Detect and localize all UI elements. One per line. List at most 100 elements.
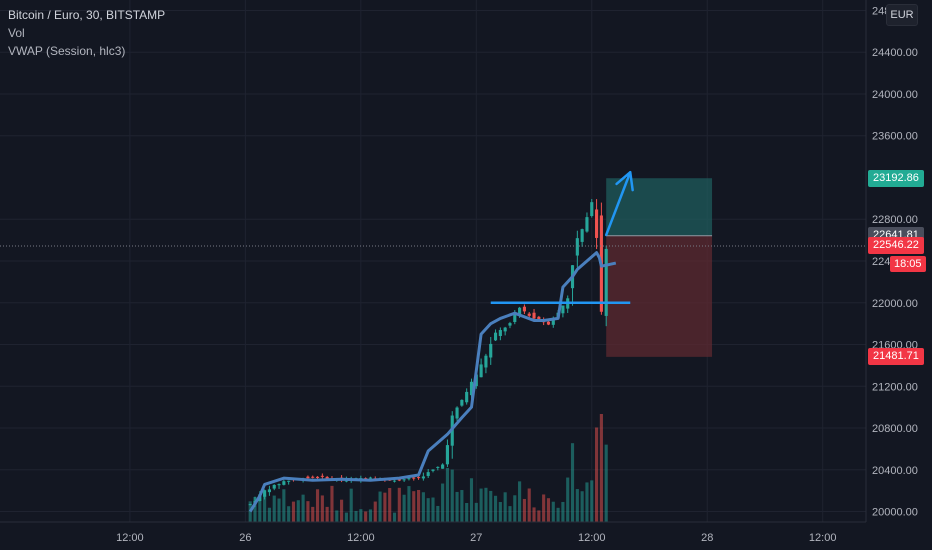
indicator-vol[interactable]: Vol [8, 26, 25, 40]
candle-body [493, 332, 498, 341]
price-tick-label: 23600.00 [872, 131, 918, 143]
volume-bar [340, 499, 344, 522]
candle-body [287, 480, 291, 482]
price-tick-label: 22000.00 [872, 298, 918, 310]
candle-body [397, 479, 401, 481]
volume-bar [489, 490, 493, 522]
volume-bar [258, 494, 262, 522]
candle-body [551, 319, 555, 325]
price-tick-label: 20400.00 [872, 465, 918, 477]
indicator-vwap[interactable]: VWAP (Session, hlc3) [8, 44, 126, 58]
price-tick-label: 22800.00 [872, 214, 918, 226]
candle-body [522, 306, 526, 312]
candle-body [503, 327, 507, 332]
volume-bar [590, 480, 594, 522]
volume-bar [287, 506, 291, 522]
volume-bar [595, 427, 599, 522]
candle-body [392, 480, 397, 482]
time-tick-label: 26 [239, 532, 251, 544]
candle-body [431, 469, 435, 471]
arrow-shaft [604, 171, 632, 237]
volume-bar [493, 495, 498, 522]
candle-body [518, 307, 522, 316]
chart-legend: Bitcoin / Euro, 30, BITSTAMP Vol VWAP (S… [8, 6, 165, 60]
volume-bar [570, 443, 575, 522]
volume-bar [513, 495, 517, 522]
volume-bar [330, 485, 334, 522]
candle-body [513, 314, 517, 323]
volume-bar [542, 494, 546, 522]
candle-body [421, 476, 425, 479]
time-axis[interactable]: 12:00 26 12:00 27 12:00 28 12:00 [116, 532, 836, 544]
current-price-tag: 22546.22 [868, 237, 924, 255]
long-position-tool[interactable] [606, 178, 713, 357]
volume-bar [546, 498, 551, 522]
candle-body [248, 504, 252, 506]
volume-bar [383, 492, 387, 522]
volume-bar [503, 492, 507, 522]
volume-bar [431, 497, 435, 522]
volume-bar [296, 500, 300, 522]
volume-bar [426, 498, 430, 522]
time-tick-label: 12:00 [347, 532, 375, 544]
arrow-head [615, 171, 634, 192]
candle-body [484, 355, 488, 368]
candle-body [561, 305, 565, 314]
candle-body [412, 477, 416, 479]
volume-bar [301, 494, 305, 522]
candle-body [604, 248, 608, 316]
candle-body [595, 209, 599, 238]
volume-bar [551, 501, 555, 522]
volume-bar [585, 482, 589, 522]
candle-body [436, 466, 440, 468]
volume-bar [450, 469, 454, 522]
volume-bar [421, 492, 425, 522]
candle-body [320, 475, 324, 477]
candle-body [580, 229, 584, 242]
volume-bar [248, 501, 252, 522]
volume-bar [368, 509, 373, 522]
price-tick-label: 20800.00 [872, 423, 918, 435]
volume-bar [479, 488, 483, 522]
time-tick-label: 28 [701, 532, 713, 544]
volume-bar [532, 507, 536, 522]
time-tick-label: 12:00 [578, 532, 606, 544]
candle-body [402, 479, 406, 481]
candle-body [575, 238, 579, 256]
volume-bar [344, 512, 348, 522]
stop-zone [606, 235, 713, 357]
volume-bar [373, 501, 377, 522]
candle-body [277, 484, 281, 486]
volume-bar [397, 487, 401, 522]
candle-body [445, 445, 449, 465]
volume-bar [436, 505, 440, 522]
volume-bar [460, 490, 464, 522]
candle-body [479, 364, 483, 378]
volume-bar [537, 510, 541, 522]
price-tick-label: 20000.00 [872, 507, 918, 519]
volume-bar [575, 489, 579, 522]
user-drawings[interactable] [490, 171, 634, 305]
candle-body [426, 472, 430, 476]
volume-bar [272, 495, 276, 522]
volume-bar [474, 502, 478, 522]
volume-bar [325, 506, 329, 522]
candle-body [537, 316, 541, 321]
volume-bar [417, 489, 421, 522]
volume-bar [315, 489, 320, 522]
volume-bar [349, 488, 353, 522]
target-price-tag: 23192.86 [868, 169, 924, 187]
candle-body [272, 484, 276, 489]
volume-bar [556, 507, 560, 522]
currency-button[interactable]: EUR [886, 4, 918, 26]
symbol-title[interactable]: Bitcoin / Euro, 30, BITSTAMP [8, 8, 166, 22]
volume-bar [392, 512, 397, 522]
price-tick-label: 21200.00 [872, 381, 918, 393]
volume-bar [263, 494, 267, 522]
volume-bar [508, 506, 512, 522]
volume-bar [445, 467, 449, 522]
volume-bar [267, 507, 271, 522]
candle-body [498, 330, 502, 336]
